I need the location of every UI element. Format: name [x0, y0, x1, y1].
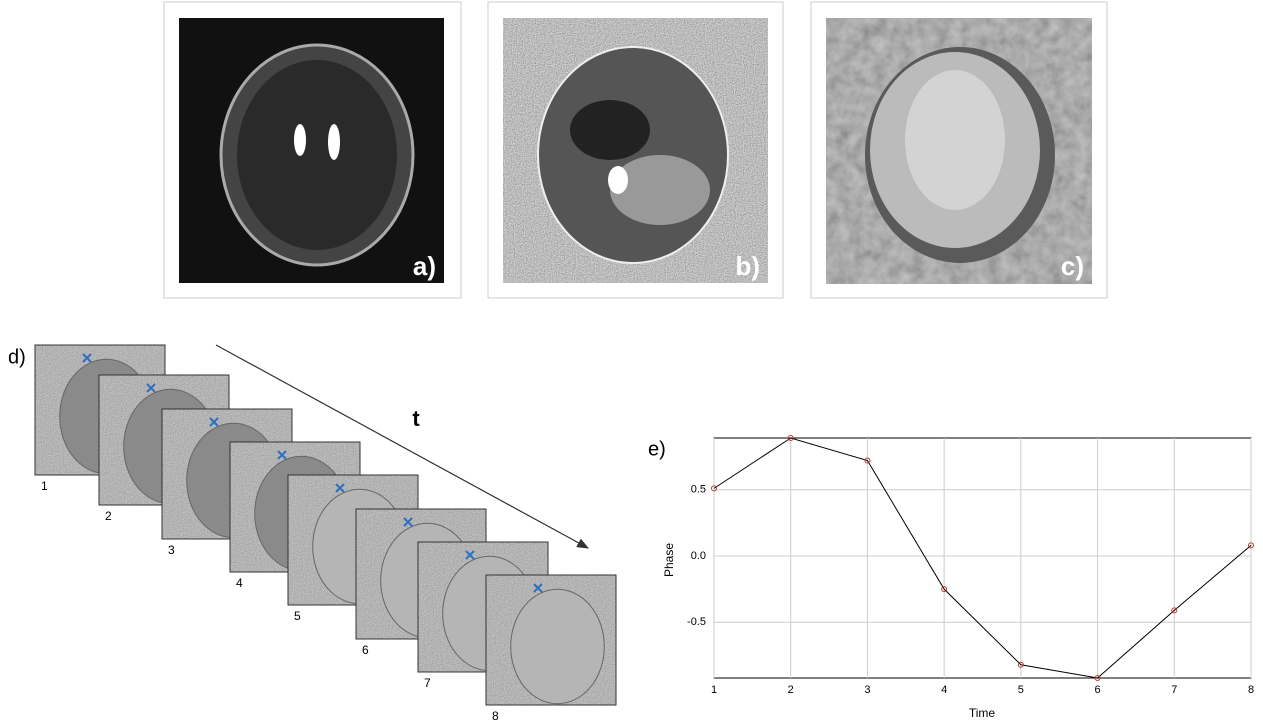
panel-a [163, 1, 462, 299]
x-tick-label: 6 [1095, 684, 1101, 696]
frame: 8 [485, 574, 617, 723]
frame-number: 3 [168, 543, 175, 557]
panel-label: d) [8, 346, 26, 368]
frame-number: 5 [294, 609, 301, 623]
frame-number: 6 [362, 643, 369, 657]
data-point [1171, 607, 1178, 614]
panel-label: b) [735, 251, 760, 281]
x-tick-label: 8 [1248, 684, 1254, 696]
marker-x [82, 353, 92, 363]
x-tick-label: 3 [864, 684, 870, 696]
frame-number: 1 [41, 479, 48, 493]
y-tick-label: -0.5 [687, 616, 706, 628]
frame-number: 2 [105, 509, 112, 523]
frame-number: 4 [236, 576, 243, 590]
x-tick-label: 2 [788, 684, 794, 696]
panel-label: e) [648, 438, 666, 460]
frame-number: 7 [424, 676, 431, 690]
panel-c [810, 1, 1108, 299]
x-tick-label: 7 [1171, 684, 1177, 696]
series-line [713, 437, 1252, 679]
frame-number: 8 [492, 709, 499, 723]
x-tick-label: 1 [711, 684, 717, 696]
x-tick-label: 5 [1018, 684, 1024, 696]
marker-x [533, 583, 543, 593]
brain [510, 588, 605, 705]
y-tick-label: 0.0 [691, 550, 706, 562]
time-label: t [412, 406, 420, 431]
marker-x [277, 450, 287, 460]
data-point [787, 435, 794, 441]
x-axis-label: Time [969, 706, 996, 720]
data-point [711, 485, 717, 492]
panel-label: c) [1061, 251, 1084, 281]
data-point [941, 586, 948, 593]
panel-b [487, 1, 784, 299]
data-point [1017, 661, 1024, 668]
y-tick-label: 0.5 [691, 484, 706, 496]
data-point [1094, 675, 1101, 681]
marker-x [209, 417, 219, 427]
plot-frame [713, 437, 1252, 679]
marker-x [146, 383, 156, 393]
time-arrow [215, 344, 590, 549]
marker-x [335, 483, 345, 493]
panel-label: a) [413, 251, 436, 281]
data-point [864, 457, 871, 464]
x-tick-label: 4 [941, 684, 947, 696]
marker-x [465, 550, 475, 560]
marker-x [403, 517, 413, 527]
y-axis-label: Phase [662, 543, 676, 577]
frame-border [485, 574, 617, 706]
data-point [1248, 542, 1254, 549]
